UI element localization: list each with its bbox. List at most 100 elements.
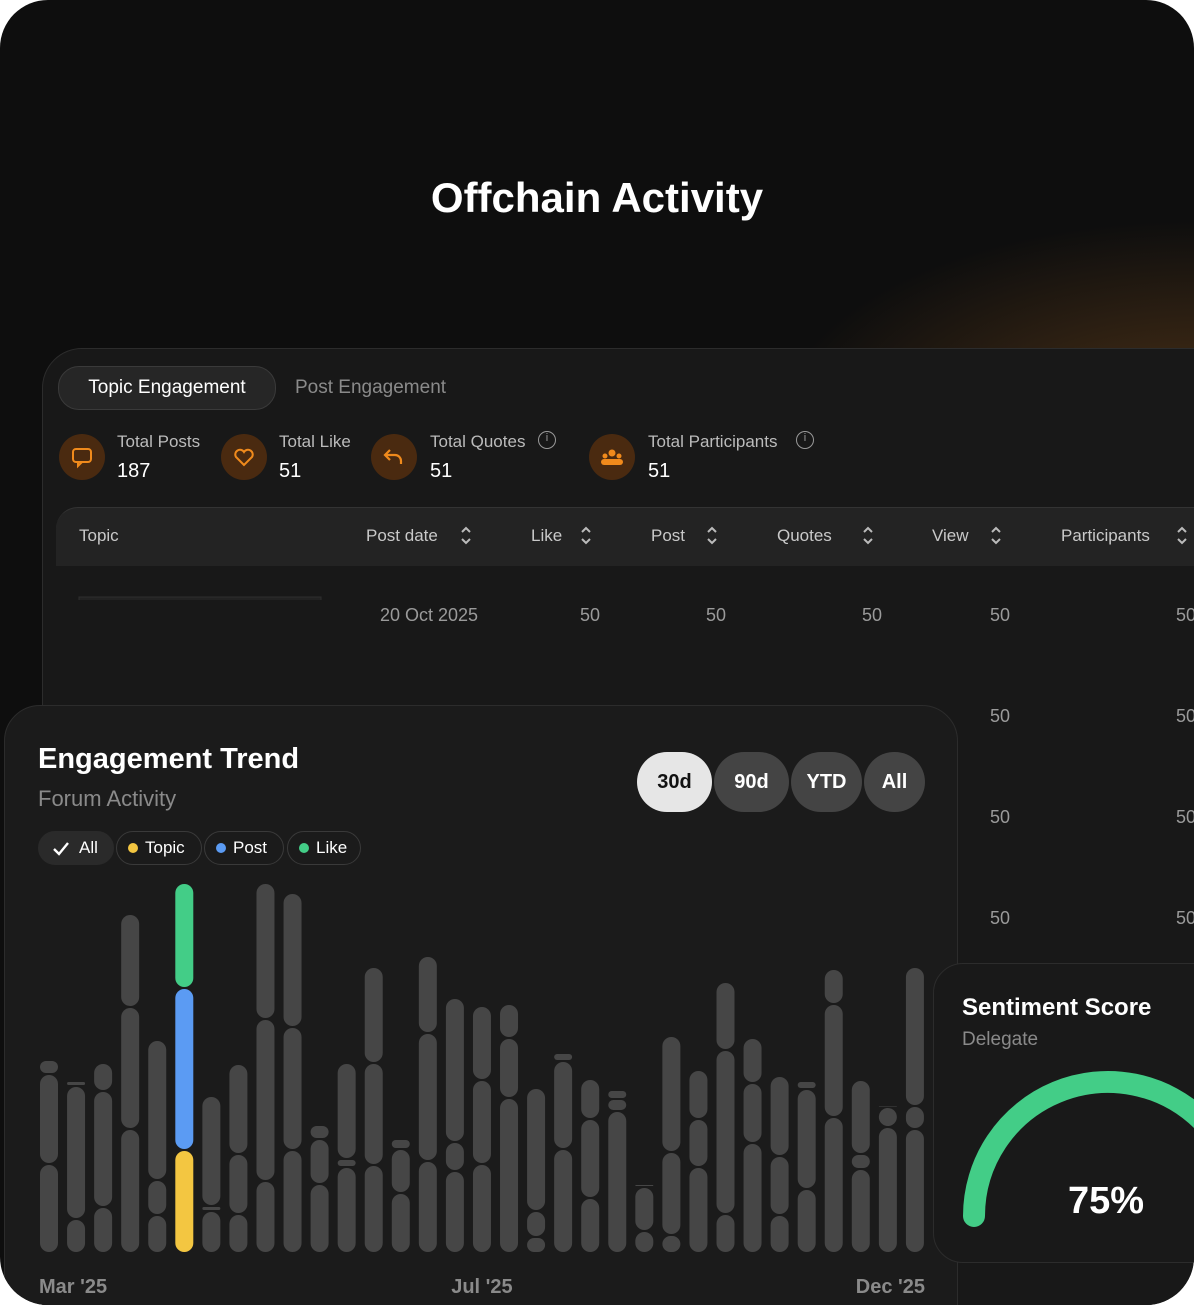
bar-segment [391,1194,410,1252]
bar-segment [364,968,383,1062]
filter-chip[interactable]: Topic [116,831,202,865]
bar-segment [391,1140,410,1148]
bar-segment [67,1082,86,1085]
stat-value: 51 [279,460,302,482]
bar-segment [716,983,735,1049]
bar-segment [175,1151,194,1252]
bar-segment [797,1190,816,1252]
cell: 50 [1176,605,1194,625]
column-header[interactable]: Quotes [777,526,832,545]
filter-chip[interactable]: Like [287,831,361,865]
stat-label: Total Quotes [430,432,526,451]
bar-segment [175,989,194,1149]
bar-segment [581,1199,600,1252]
bar-segment [472,1081,491,1163]
bar-segment [743,1084,762,1142]
info-icon[interactable]: i [538,431,556,449]
column-header[interactable]: Like [531,526,563,545]
bar-segment [148,1041,167,1179]
legend-dot [299,843,309,853]
bar-segment [500,1005,519,1037]
bar-segment [472,1007,491,1079]
cell: 50 [1176,908,1194,928]
x-tick-label: Dec '25 [856,1276,925,1298]
trend-card: Mar '25 Jul '25 Dec '25 [4,705,958,1305]
bar-segment [67,1087,86,1218]
icon [371,434,417,480]
cell: 50 [990,706,1011,726]
gauge-label: 75% [1067,1180,1145,1222]
bar-segment [202,1212,221,1252]
bar-segment [797,1090,816,1188]
x-tick-label: Jul '25 [451,1276,512,1298]
range-button[interactable]: 30d [637,752,712,812]
bar-segment [94,1064,113,1090]
column-header: Topic [79,526,119,545]
bar-segment [229,1215,248,1252]
bar-segment [824,1118,843,1252]
bar-segment [905,968,924,1105]
sort-icons [78,526,1187,600]
stat-label: Total Participants [648,432,778,451]
cell: 50 [706,605,727,625]
column-header[interactable]: View [932,526,969,545]
bar-segment [554,1062,573,1148]
bar-segment [310,1126,329,1138]
stat-value: 51 [648,460,671,482]
bar-segment [743,1144,762,1252]
range-button[interactable]: 90d [714,752,789,812]
bar-segment [581,1120,600,1197]
x-tick-label: Mar '25 [39,1276,107,1298]
filter-chip[interactable]: All [38,831,114,865]
bar-segment [121,1130,140,1252]
range-button[interactable]: All [864,752,925,812]
table-header [56,507,1194,566]
bar-segment [337,1160,356,1166]
cell: 50 [1176,807,1194,827]
column-header[interactable]: Post [651,526,686,545]
bar-segment [256,1182,275,1252]
cell: 50 [862,605,883,625]
bar-segment [229,1065,248,1153]
column-header[interactable]: Post date [366,526,438,545]
bar-segment [445,1172,464,1252]
bar-segment [418,957,437,1032]
column-header[interactable]: Participants [1061,526,1150,545]
chip-label: Topic [145,838,185,857]
chip-label: Like [316,838,348,857]
bar-segment [148,1181,167,1214]
bar-segment [364,1064,383,1164]
bar-segment [94,1208,113,1252]
bar-segment [283,1028,302,1149]
bar-segment [527,1238,546,1252]
legend-dot [216,843,226,853]
card-title: Sentiment Score [962,994,1152,1021]
card-subtitle: Forum Activity [38,786,177,811]
bar-segment [337,1064,356,1158]
bar-segment [905,1107,924,1128]
tab[interactable]: Post Engagement [295,377,447,398]
info-icon[interactable]: i [796,431,814,449]
bar-segment [851,1170,870,1252]
bar-segment [256,1020,275,1180]
range-button[interactable]: YTD [791,752,862,812]
filter-chip[interactable]: Post [204,831,284,865]
bar-segment [878,1106,897,1107]
bar-segment [770,1216,789,1252]
bar-segment [175,884,194,987]
bar-segment [229,1155,248,1213]
bar-segment [310,1185,329,1252]
bar-segment [689,1168,708,1252]
bar-segment [364,1166,383,1252]
icon [589,434,635,480]
bar-segment [337,1168,356,1252]
gauge-arc [963,1071,1194,1227]
bar-segment [40,1075,58,1163]
stat-label: Total Like [279,432,351,451]
bar-segment [283,894,302,1026]
cell: 50 [990,908,1011,928]
page-title: Offchain Activity [430,174,764,221]
tab[interactable]: Topic Engagement [58,366,276,410]
cell: 50 [990,807,1011,827]
